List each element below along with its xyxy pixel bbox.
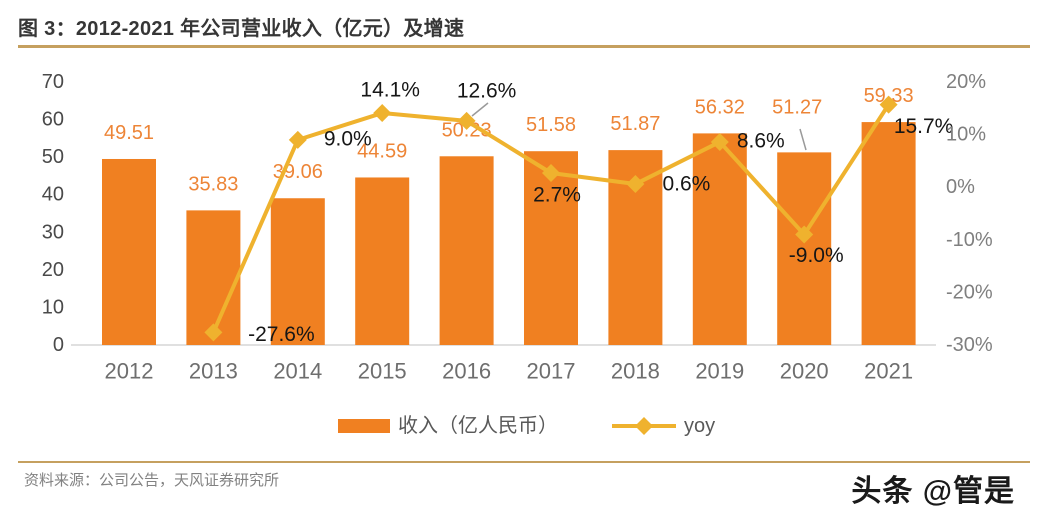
legend-yoy-label: yoy bbox=[684, 415, 715, 437]
left-axis-tick: 70 bbox=[42, 71, 64, 93]
yoy-value-label: 9.0% bbox=[324, 127, 372, 150]
yoy-value-label: 12.6% bbox=[457, 79, 517, 102]
right-axis-tick: -10% bbox=[946, 229, 993, 251]
right-axis-tick: -30% bbox=[946, 334, 993, 356]
revenue-bar-2013 bbox=[186, 210, 241, 345]
x-axis-label: 2019 bbox=[695, 359, 744, 384]
x-axis-label: 2020 bbox=[780, 359, 829, 384]
left-axis-tick: 20 bbox=[42, 259, 64, 281]
x-axis-label: 2021 bbox=[864, 359, 913, 384]
x-axis-label: 2016 bbox=[442, 359, 491, 384]
revenue-bar-2014 bbox=[270, 198, 325, 345]
revenue-bar-2020 bbox=[777, 152, 832, 345]
footer-divider bbox=[18, 461, 1030, 463]
bar-value-label: 51.27 bbox=[772, 96, 822, 118]
yoy-marker-2015 bbox=[373, 104, 392, 123]
yoy-marker-2021 bbox=[879, 95, 898, 114]
bar-value-label: 56.32 bbox=[695, 96, 745, 118]
right-axis-tick: -20% bbox=[946, 281, 993, 303]
left-axis-tick: 50 bbox=[42, 146, 64, 168]
left-axis-tick: 60 bbox=[42, 109, 64, 131]
yoy-value-label: -27.6% bbox=[248, 323, 315, 346]
revenue-bar-2015 bbox=[355, 177, 410, 345]
yoy-marker-2018 bbox=[626, 175, 645, 194]
revenue-bar-2019 bbox=[692, 133, 747, 345]
left-axis-tick: 0 bbox=[53, 334, 64, 356]
bar-value-label: 49.51 bbox=[104, 122, 154, 144]
legend-yoy-marker bbox=[635, 417, 653, 435]
yoy-marker-2016 bbox=[457, 111, 476, 130]
revenue-bar-2021 bbox=[861, 122, 916, 345]
x-axis-label: 2017 bbox=[527, 359, 576, 384]
yoy-marker-2020 bbox=[795, 225, 814, 244]
right-axis-tick: 20% bbox=[946, 71, 986, 93]
legend-revenue-label: 收入（亿人民币） bbox=[398, 414, 558, 437]
right-axis-tick: 10% bbox=[946, 124, 986, 146]
x-axis-label: 2018 bbox=[611, 359, 660, 384]
yoy-marker-2013 bbox=[204, 323, 223, 342]
revenue-bar-2016 bbox=[439, 156, 494, 345]
x-axis-label: 2012 bbox=[105, 359, 154, 384]
yoy-value-label: 8.6% bbox=[737, 129, 785, 152]
bar-value-label: 50.23 bbox=[442, 119, 492, 141]
yoy-marker-2017 bbox=[542, 163, 560, 182]
x-axis-label: 2015 bbox=[358, 359, 407, 384]
label-leader-line bbox=[799, 128, 807, 151]
left-axis-tick: 40 bbox=[42, 184, 64, 206]
left-axis-tick: 30 bbox=[42, 221, 64, 243]
bar-value-label: 44.59 bbox=[357, 140, 407, 162]
x-axis-label: 2014 bbox=[273, 359, 322, 384]
bar-value-label: 51.87 bbox=[610, 113, 660, 135]
label-leader-line bbox=[471, 102, 489, 117]
right-axis-tick: 0% bbox=[946, 176, 975, 198]
watermark-text: 头条 @管是 bbox=[851, 475, 1015, 508]
revenue-bar-2017 bbox=[524, 151, 578, 345]
left-axis-tick: 10 bbox=[42, 296, 64, 318]
legend-revenue-swatch bbox=[338, 419, 390, 433]
yoy-value-label: 2.7% bbox=[533, 183, 581, 206]
yoy-value-label: 14.1% bbox=[360, 79, 420, 102]
bar-value-label: 51.58 bbox=[526, 114, 576, 136]
x-axis-label: 2013 bbox=[189, 359, 238, 384]
title-divider bbox=[18, 45, 1030, 48]
chart-title: 图 3：2012-2021 年公司营业收入（亿元）及增速 bbox=[18, 18, 465, 40]
yoy-value-label: 0.6% bbox=[662, 173, 710, 196]
bar-value-label: 35.83 bbox=[188, 173, 238, 195]
yoy-marker-2019 bbox=[710, 132, 729, 151]
yoy-value-label: 15.7% bbox=[894, 115, 954, 138]
revenue-bar-2012 bbox=[102, 158, 156, 345]
source-note: 资料来源：公司公告，天风证券研究所 bbox=[24, 472, 280, 489]
yoy-value-label: -9.0% bbox=[789, 244, 844, 267]
yoy-marker-2014 bbox=[288, 130, 307, 149]
